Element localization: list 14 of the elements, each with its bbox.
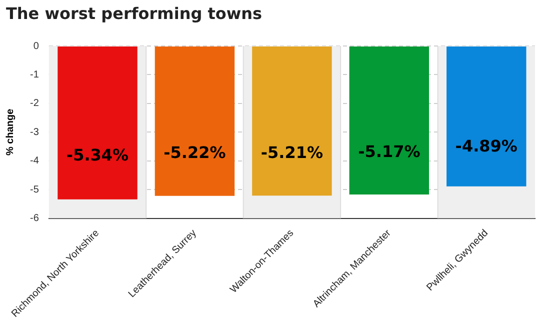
- y-tick-label: -4: [30, 156, 40, 167]
- chart-title: The worst performing towns: [6, 4, 262, 23]
- y-tick-label: 0: [33, 40, 40, 52]
- y-axis-title: % change: [4, 108, 16, 156]
- data-label: -5.22%: [164, 143, 226, 162]
- y-tick-label: -6: [30, 213, 40, 224]
- y-tick-label: -1: [30, 69, 40, 80]
- data-label: -5.21%: [260, 142, 324, 162]
- y-tick-label: -2: [30, 98, 40, 110]
- y-tick-label: -5: [30, 184, 40, 196]
- data-label: -4.89%: [455, 136, 518, 156]
- data-label: -5.17%: [358, 142, 420, 162]
- data-label: -5.34%: [66, 146, 129, 165]
- y-tick-label: -3: [30, 126, 40, 138]
